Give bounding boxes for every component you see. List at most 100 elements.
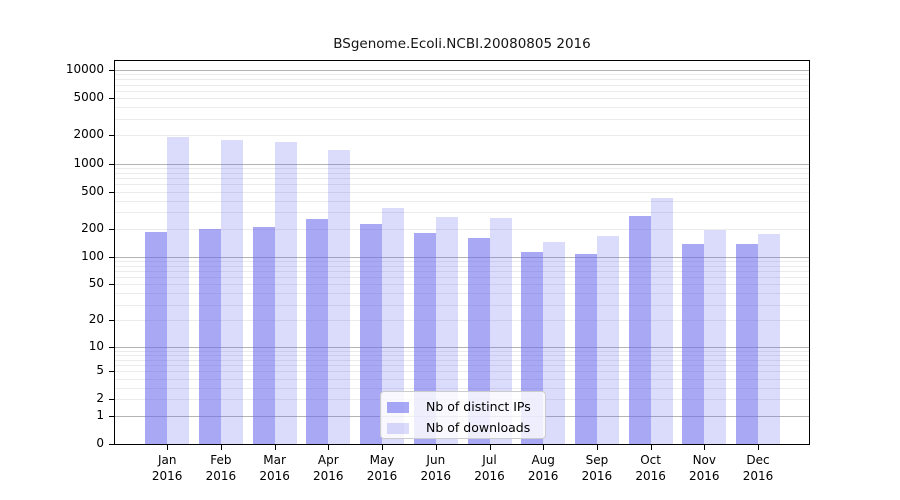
x-axis-label-jun: Jun 2016: [408, 452, 464, 484]
bar-mar-downloads: [274, 141, 297, 444]
year-label: 2016: [689, 469, 720, 483]
minor-gridline: [115, 90, 809, 92]
month-label: Aug: [531, 453, 555, 467]
x-axis-label-jan: Jan 2016: [139, 452, 195, 484]
y-axis-tick: [109, 346, 114, 348]
y-axis-tick: [109, 135, 114, 137]
y-axis-tick: [109, 98, 114, 100]
bar-may-downloads: [382, 208, 404, 444]
x-axis-tick: [596, 445, 598, 450]
legend: Nb of distinct IPs Nb of downloads: [380, 391, 546, 439]
bar-jun-downloads: [435, 216, 458, 444]
y-axis-tick: [109, 284, 114, 286]
y-axis-label: 10000: [65, 62, 104, 76]
minor-gridline: [115, 177, 809, 179]
legend-item-distinct-ips: Nb of distinct IPs: [387, 399, 537, 415]
minor-gridline: [115, 304, 809, 306]
x-axis-label-may: May 2016: [354, 452, 410, 484]
year-label: 2016: [527, 469, 559, 483]
bar-jan-distinct-ips: [145, 231, 168, 444]
x-axis-tick: [167, 445, 169, 450]
year-label: 2016: [581, 469, 613, 483]
minor-gridline: [115, 135, 809, 137]
x-axis-label-feb: Feb 2016: [193, 452, 249, 484]
minor-gridline: [115, 354, 809, 356]
year-label: 2016: [366, 469, 398, 483]
month-label: Mar: [263, 453, 286, 467]
x-axis-tick: [274, 445, 276, 450]
y-axis-tick: [109, 228, 114, 230]
plot-area: Nb of distinct IPs Nb of downloads: [114, 60, 810, 445]
minor-gridline: [115, 350, 809, 352]
month-label: Nov: [692, 453, 716, 467]
chart-title: BSgenome.Ecoli.NCBI.20080805 2016: [333, 36, 591, 52]
y-axis-tick: [109, 70, 114, 71]
y-axis-tick: [109, 371, 114, 373]
y-axis-label: 2000: [73, 127, 104, 142]
x-axis-label-apr: Apr 2016: [300, 452, 356, 484]
bar-dec-downloads: [758, 234, 780, 444]
x-axis-tick: [758, 445, 759, 450]
minor-gridline: [115, 260, 809, 262]
minor-gridline: [115, 172, 809, 174]
bar-apr-distinct-ips: [306, 218, 329, 444]
bar-jul-downloads: [489, 218, 512, 444]
x-axis-tick: [328, 445, 330, 450]
minor-gridline: [115, 167, 809, 169]
bar-jan-downloads: [167, 136, 190, 444]
minor-gridline: [115, 320, 809, 322]
month-label: May: [369, 453, 395, 467]
minor-gridline: [115, 371, 809, 373]
month-label: Apr: [317, 453, 339, 467]
major-gridline: [115, 256, 809, 258]
month-label: Dec: [746, 453, 770, 467]
minor-gridline: [115, 200, 809, 202]
bar-may-distinct-ips: [360, 223, 382, 444]
minor-gridline: [115, 387, 809, 389]
y-axis-tick: [109, 399, 114, 401]
minor-gridline: [115, 191, 809, 193]
year-label: 2016: [420, 469, 452, 483]
x-axis-label-aug: Aug 2016: [515, 452, 571, 484]
legend-label-downloads: Nb of downloads: [426, 420, 531, 435]
y-axis-tick: [109, 320, 114, 322]
month-label: Feb: [210, 453, 232, 467]
y-axis-label: 50: [88, 276, 104, 291]
bar-feb-distinct-ips: [198, 228, 221, 444]
x-axis-label-jul: Jul 2016: [462, 452, 518, 484]
month-label: Oct: [640, 453, 661, 467]
bar-dec-distinct-ips: [736, 244, 758, 444]
bar-oct-distinct-ips: [628, 215, 651, 444]
legend-swatch-distinct-ips: [387, 402, 409, 413]
x-axis-label-mar: Mar 2016: [247, 452, 303, 484]
bar-apr-downloads: [328, 150, 351, 444]
year-label: 2016: [742, 469, 774, 483]
year-label: 2016: [474, 469, 505, 483]
y-axis-label: 20: [88, 312, 104, 327]
bar-aug-downloads: [543, 241, 566, 444]
minor-gridline: [115, 118, 809, 120]
legend-label-distinct-ips: Nb of distinct IPs: [426, 399, 531, 414]
bar-nov-distinct-ips: [682, 243, 705, 444]
y-axis-label: 1000: [73, 155, 104, 170]
x-axis-tick: [435, 445, 437, 450]
y-axis-tick: [109, 256, 114, 258]
year-label: 2016: [205, 469, 237, 483]
minor-gridline: [115, 265, 809, 267]
y-axis-label: 5: [96, 363, 104, 378]
month-label: Jun: [426, 453, 446, 467]
year-label: 2016: [151, 469, 183, 483]
y-axis-tick: [109, 444, 114, 445]
y-axis-label: 500: [81, 183, 104, 198]
x-axis-label-sep: Sep 2016: [569, 452, 625, 484]
legend-item-downloads: Nb of downloads: [387, 420, 537, 436]
bar-feb-downloads: [220, 140, 243, 444]
year-label: 2016: [259, 469, 290, 483]
y-axis-tick: [109, 415, 114, 417]
x-axis-tick: [650, 445, 652, 450]
minor-gridline: [115, 270, 809, 272]
bar-nov-downloads: [704, 229, 727, 444]
bar-mar-distinct-ips: [252, 226, 275, 444]
y-axis-label: 1: [96, 407, 104, 422]
